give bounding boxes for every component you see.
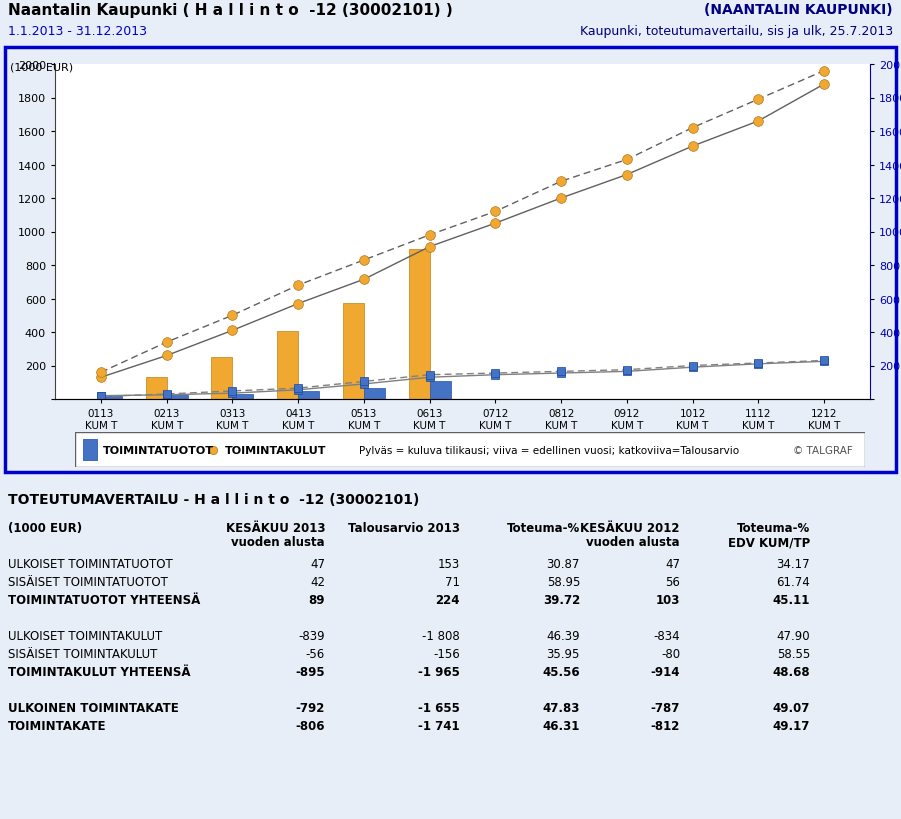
Text: Talousarvio 2013: Talousarvio 2013 xyxy=(348,522,460,534)
Text: TOIMINTAKULUT YHTEENSÄ: TOIMINTAKULUT YHTEENSÄ xyxy=(8,665,190,678)
Text: -806: -806 xyxy=(296,719,325,732)
Text: 45.11: 45.11 xyxy=(773,593,810,606)
Bar xyxy=(364,389,385,400)
Bar xyxy=(343,303,364,400)
Text: 58.55: 58.55 xyxy=(777,647,810,660)
Text: Toteuma-%: Toteuma-% xyxy=(737,522,810,534)
Bar xyxy=(212,358,232,400)
Bar xyxy=(83,440,97,460)
Text: 56: 56 xyxy=(665,575,680,588)
Text: 1.1.2013 - 31.12.2013: 1.1.2013 - 31.12.2013 xyxy=(8,25,147,38)
Text: 46.31: 46.31 xyxy=(542,719,580,732)
Text: -787: -787 xyxy=(651,701,680,714)
Text: 48.68: 48.68 xyxy=(772,665,810,678)
Text: TOIMINTATUOTOT: TOIMINTATUOTOT xyxy=(103,445,214,455)
Text: vuoden alusta: vuoden alusta xyxy=(587,536,680,549)
Text: -1 808: -1 808 xyxy=(423,629,460,642)
Bar xyxy=(101,396,122,400)
Text: 49.17: 49.17 xyxy=(773,719,810,732)
Text: 58.95: 58.95 xyxy=(547,575,580,588)
Text: 30.87: 30.87 xyxy=(547,557,580,570)
Text: Toteuma-%: Toteuma-% xyxy=(506,522,580,534)
Text: -56: -56 xyxy=(305,647,325,660)
Text: 89: 89 xyxy=(308,593,325,606)
Text: 61.74: 61.74 xyxy=(777,575,810,588)
Text: 39.72: 39.72 xyxy=(542,593,580,606)
Text: KESÄKUU 2013: KESÄKUU 2013 xyxy=(225,522,325,534)
Text: KESÄKUU 2012: KESÄKUU 2012 xyxy=(580,522,680,534)
Text: 224: 224 xyxy=(435,593,460,606)
Text: ULKOINEN TOIMINTAKATE: ULKOINEN TOIMINTAKATE xyxy=(8,701,178,714)
Text: 46.39: 46.39 xyxy=(546,629,580,642)
Text: 103: 103 xyxy=(656,593,680,606)
Text: -1 965: -1 965 xyxy=(418,665,460,678)
Text: ULKOISET TOIMINTAKULUT: ULKOISET TOIMINTAKULUT xyxy=(8,629,162,642)
Text: EDV KUM/TP: EDV KUM/TP xyxy=(728,536,810,549)
Text: (1000 EUR): (1000 EUR) xyxy=(8,522,82,534)
Text: -156: -156 xyxy=(433,647,460,660)
Text: -80: -80 xyxy=(660,647,680,660)
FancyBboxPatch shape xyxy=(75,432,865,468)
Text: Kaupunki, toteutumavertailu, sis ja ulk, 25.7.2013: Kaupunki, toteutumavertailu, sis ja ulk,… xyxy=(580,25,893,38)
Text: -792: -792 xyxy=(296,701,325,714)
Text: vuoden alusta: vuoden alusta xyxy=(232,536,325,549)
Bar xyxy=(278,332,298,400)
Text: 153: 153 xyxy=(438,557,460,570)
Bar xyxy=(146,378,167,400)
Text: -834: -834 xyxy=(653,629,680,642)
Text: -812: -812 xyxy=(651,719,680,732)
Bar xyxy=(298,391,319,400)
Text: Naantalin Kaupunki ( H a l l i n t o  -12 (30002101) ): Naantalin Kaupunki ( H a l l i n t o -12… xyxy=(8,3,452,18)
Text: 49.07: 49.07 xyxy=(773,701,810,714)
Text: 71: 71 xyxy=(445,575,460,588)
Text: 34.17: 34.17 xyxy=(777,557,810,570)
Text: (NAANTALIN KAUPUNKI): (NAANTALIN KAUPUNKI) xyxy=(705,3,893,17)
Text: 42: 42 xyxy=(310,575,325,588)
Bar xyxy=(430,381,450,400)
Text: TOIMINTAKULUT: TOIMINTAKULUT xyxy=(225,445,326,455)
Text: 47.83: 47.83 xyxy=(542,701,580,714)
Text: SISÄISET TOIMINTATUOTOT: SISÄISET TOIMINTATUOTOT xyxy=(8,575,168,588)
Text: 47: 47 xyxy=(310,557,325,570)
Text: 45.56: 45.56 xyxy=(542,665,580,678)
Text: 47.90: 47.90 xyxy=(777,629,810,642)
Text: 47: 47 xyxy=(665,557,680,570)
Text: -914: -914 xyxy=(651,665,680,678)
Text: -1 655: -1 655 xyxy=(418,701,460,714)
Text: TOTEUTUMAVERTAILU - H a l l i n t o  -12 (30002101): TOTEUTUMAVERTAILU - H a l l i n t o -12 … xyxy=(8,492,419,506)
Text: -839: -839 xyxy=(298,629,325,642)
Bar xyxy=(409,250,430,400)
Text: -1 741: -1 741 xyxy=(418,719,460,732)
Text: © TALGRAF: © TALGRAF xyxy=(794,445,853,455)
Text: -895: -895 xyxy=(296,665,325,678)
Text: TOIMINTATUOTOT YHTEENSÄ: TOIMINTATUOTOT YHTEENSÄ xyxy=(8,593,200,606)
Text: (1000 EUR): (1000 EUR) xyxy=(10,62,73,72)
Text: Pylväs = kuluva tilikausi; viiva = edellinen vuosi; katkoviiva=Talousarvio: Pylväs = kuluva tilikausi; viiva = edell… xyxy=(359,445,740,455)
Text: TOIMINTAKATE: TOIMINTAKATE xyxy=(8,719,106,732)
Text: SISÄISET TOIMINTAKULUT: SISÄISET TOIMINTAKULUT xyxy=(8,647,158,660)
Bar xyxy=(232,395,253,400)
Text: 35.95: 35.95 xyxy=(547,647,580,660)
Bar xyxy=(167,396,187,400)
Text: ULKOISET TOIMINTATUOTOT: ULKOISET TOIMINTATUOTOT xyxy=(8,557,173,570)
